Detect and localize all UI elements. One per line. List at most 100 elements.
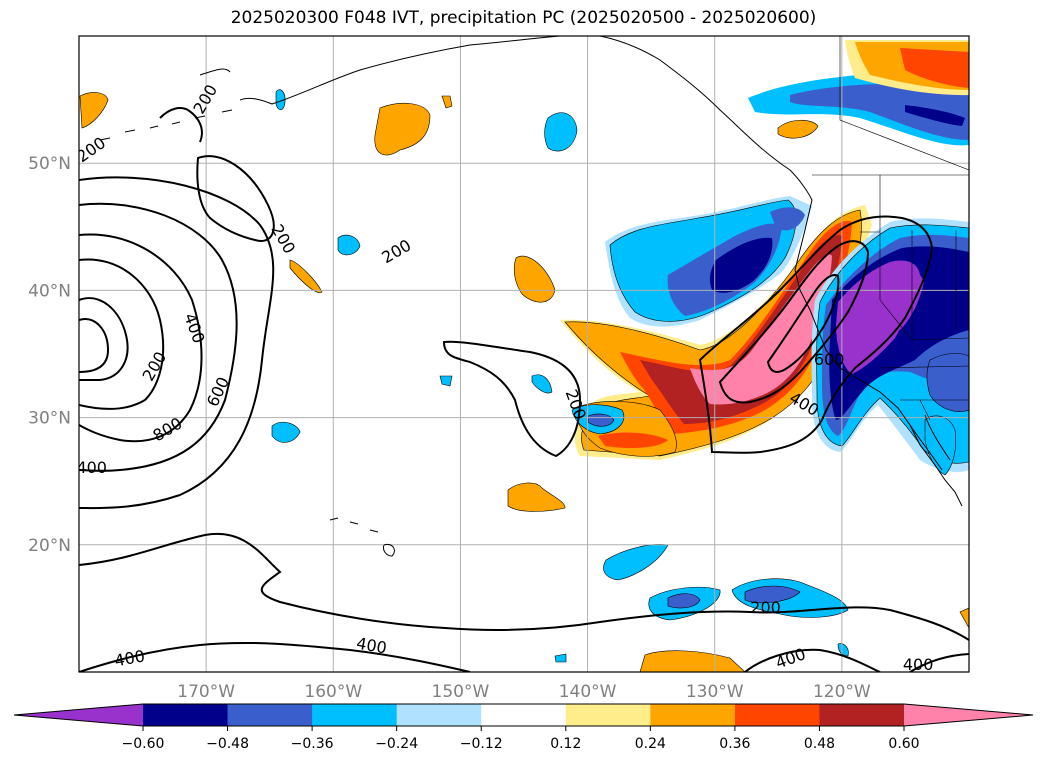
contour-label: 400 [773,644,808,672]
fill-e-blue [926,353,969,412]
lon-label: 170°W [177,682,235,702]
state-borders [812,174,969,421]
fill-ca-purple2 [890,270,924,330]
lat-label: 30°N [28,409,71,429]
contour-label: 400 [355,634,388,658]
contour-label: 400 [76,458,107,477]
contour-s-400 [79,641,471,672]
contour-label: 400 [903,655,934,674]
fill-small-cyan5 [531,374,553,394]
contour-s-400b [744,648,881,672]
colorbar-tick-label: −0.12 [460,736,503,752]
fill-small-cyan3 [271,421,301,443]
colorbar-tick-label: −0.60 [122,736,165,752]
colorbar-tick-label: 0.48 [804,736,835,752]
fill-ar-tail-red [598,432,668,448]
fill-small-cyan2 [337,234,361,256]
contour-label: 600 [203,374,233,410]
ivt-contours [79,107,969,672]
map-title: 2025020300 F048 IVT, precipitation PC (2… [230,8,817,28]
fill-ak-orange [777,119,819,139]
colorbar-segment [481,704,567,726]
coast-aleutians [99,109,233,141]
lat-label: 50°N [28,154,71,174]
contour-label: 800 [150,414,186,446]
hawaii-islands [329,517,395,557]
contour-label: 200 [139,348,171,384]
lon-label: 150°W [432,682,490,702]
contour-w-600 [79,233,203,443]
fill-s-blue1 [667,593,701,609]
colorbar-segment [565,704,651,726]
colorbar-extend-max [904,704,1033,726]
colorbar: −0.60 −0.48 −0.36 −0.24 −0.12 0.12 0.24 0.36 0.4… [13,703,1034,752]
colorbar-segment [312,704,398,726]
fill-s-yellow [639,650,746,672]
colorbar-segment [819,704,905,726]
colorbar-segment [734,704,820,726]
fill-small-orange2 [289,259,323,293]
contour-w-400a [79,202,238,472]
fill-ne-navy [709,237,773,293]
fill-small-cyan4 [439,375,453,387]
contour-ar-200 [698,215,934,454]
colorbar-segment [143,704,229,726]
colorbar-tick-label: 0.36 [719,736,750,752]
gridlines [79,36,969,672]
fill-goa-orange [374,102,431,156]
fill-ar-tail-blue [587,413,615,427]
lon-label: 130°W [686,682,744,702]
fill-s-small2 [837,643,849,657]
fill-bc-navy [905,105,965,126]
fill-ar-dred [640,235,842,424]
canada-border [839,36,969,171]
contour-s-200 [79,532,969,641]
lon-label: 120°W [813,682,871,702]
colorbar-segment [650,704,736,726]
contour-label: 200 [750,598,781,617]
contour-s-400c [909,653,969,672]
fill-s-orange-e [959,607,969,629]
colorbar-tick-label: −0.48 [206,736,249,752]
contour-nw-200 [196,155,275,242]
contour-w-outer [79,176,275,510]
contour-label: 200 [378,236,414,268]
latitude-labels: 50°N 40°N 30°N 20°N [28,154,71,556]
contour-ar-600 [766,274,840,373]
fill-bc-red [900,48,969,88]
lat-label: 20°N [28,536,71,556]
fill-s-small [554,653,567,663]
fill-mid-orange [513,255,556,303]
longitude-labels: 170°W 160°W 150°W 140°W 130°W 120°W [177,682,871,702]
contour-w-800 [79,258,165,410]
contour-label: 400 [180,311,208,346]
map-frame [78,35,970,673]
contour-w-400b [79,318,110,373]
colorbar-tick-label: 0.24 [635,736,666,752]
fill-ne-blue-top [770,207,805,231]
fill-bc-blue [790,83,969,140]
colorbar-tick-label: −0.24 [375,736,418,752]
colorbar-extend-min [14,704,143,726]
fill-hi-cyan [603,544,669,581]
contour-label: 600 [814,350,845,369]
lon-label: 160°W [304,682,362,702]
contour-ar-400 [718,240,870,404]
coastlines [99,36,969,557]
fill-goa-cyan [544,112,578,152]
contour-nw-200b [159,107,203,143]
fill-small-orange1 [441,95,453,109]
colorbar-tick-label: 0.60 [888,736,919,752]
contour-label: 200 [189,81,221,117]
lon-label: 140°W [559,682,617,702]
lat-label: 40°N [28,281,71,301]
fill-sub-orange [507,482,566,512]
colorbar-tick-label: 0.12 [550,736,581,752]
contour-label: 400 [113,646,146,670]
fill-small-cyan1 [275,89,286,111]
coast-alaska [199,36,813,201]
contour-east-200 [442,340,582,458]
colorbar-segment [227,704,313,726]
